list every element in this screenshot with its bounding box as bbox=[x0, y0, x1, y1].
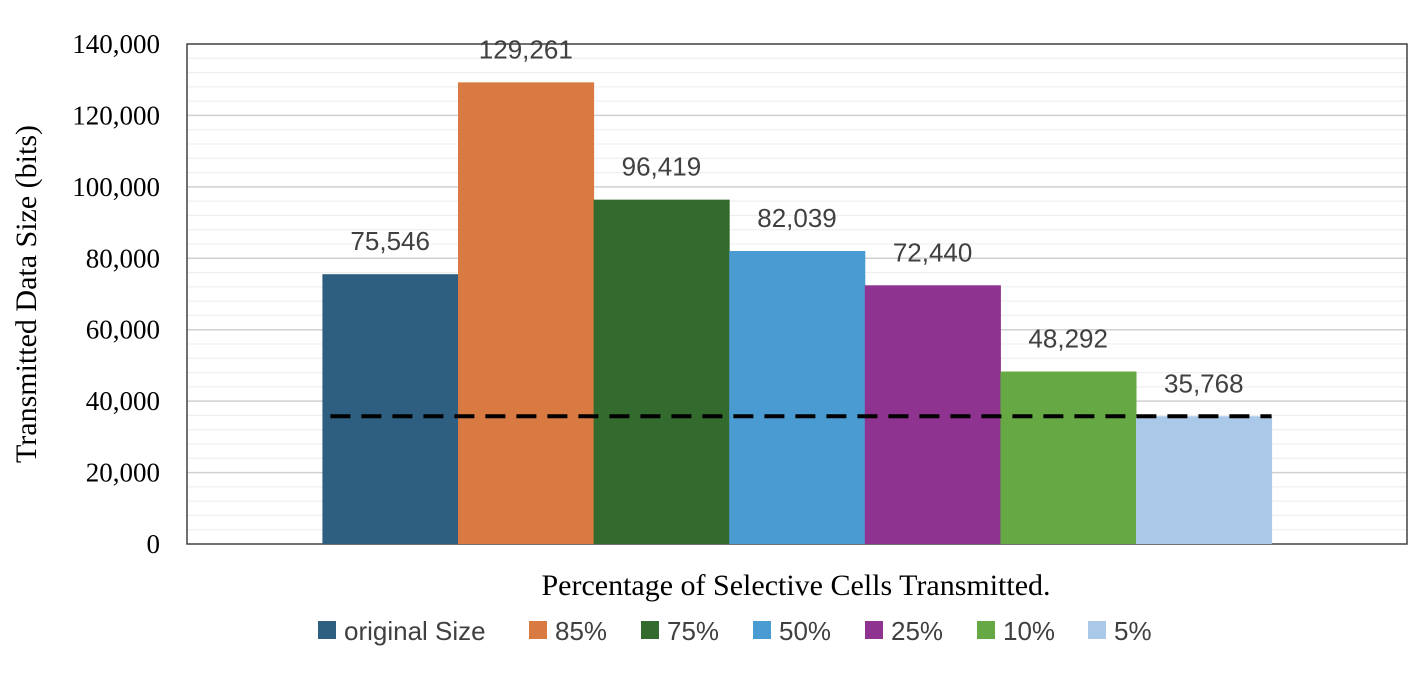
x-axis-title: Percentage of Selective Cells Transmitte… bbox=[541, 569, 1050, 602]
legend: original Size 85% 75% 50% 25% 10% 5% bbox=[318, 616, 1152, 646]
y-tick-label: 140,000 bbox=[72, 29, 160, 59]
legend-swatch bbox=[529, 621, 547, 639]
legend-label: 10% bbox=[1003, 616, 1055, 646]
legend-label: 50% bbox=[779, 616, 831, 646]
legend-label: original Size bbox=[344, 616, 486, 646]
legend-swatch bbox=[318, 621, 336, 639]
data-label: 35,768 bbox=[1164, 368, 1244, 398]
y-tick-label: 100,000 bbox=[72, 172, 160, 202]
legend-swatch bbox=[1088, 621, 1106, 639]
y-axis-ticks: 0 20,000 40,000 60,000 80,000 100,000 120,000 1… bbox=[72, 29, 160, 559]
y-tick-label: 0 bbox=[147, 529, 161, 559]
data-label: 48,292 bbox=[1028, 324, 1108, 354]
y-tick-label: 120,000 bbox=[72, 100, 160, 130]
bars bbox=[322, 82, 1273, 544]
bar bbox=[729, 251, 866, 544]
legend-swatch bbox=[753, 621, 771, 639]
bar bbox=[1136, 416, 1273, 544]
legend-label: 5% bbox=[1114, 616, 1152, 646]
bar bbox=[458, 82, 595, 544]
y-tick-label: 40,000 bbox=[86, 386, 160, 416]
data-labels: 75,546 129,261 96,419 82,039 72,440 48,292 35,… bbox=[350, 34, 1243, 398]
bar bbox=[1000, 371, 1137, 544]
y-tick-label: 80,000 bbox=[86, 243, 160, 273]
data-label: 72,440 bbox=[893, 237, 973, 267]
legend-label: 75% bbox=[667, 616, 719, 646]
y-tick-label: 60,000 bbox=[86, 315, 160, 345]
data-label: 75,546 bbox=[350, 226, 430, 256]
legend-swatch bbox=[641, 621, 659, 639]
y-axis-title: Transmitted Data Size (bits) bbox=[10, 125, 43, 463]
data-label: 96,419 bbox=[622, 152, 702, 182]
legend-swatch bbox=[865, 621, 883, 639]
bar bbox=[593, 199, 730, 544]
data-label: 82,039 bbox=[757, 203, 837, 233]
bar bbox=[322, 274, 459, 544]
legend-label: 85% bbox=[555, 616, 607, 646]
legend-label: 25% bbox=[891, 616, 943, 646]
data-label: 129,261 bbox=[479, 34, 573, 64]
y-tick-label: 20,000 bbox=[86, 458, 160, 488]
legend-swatch bbox=[977, 621, 995, 639]
